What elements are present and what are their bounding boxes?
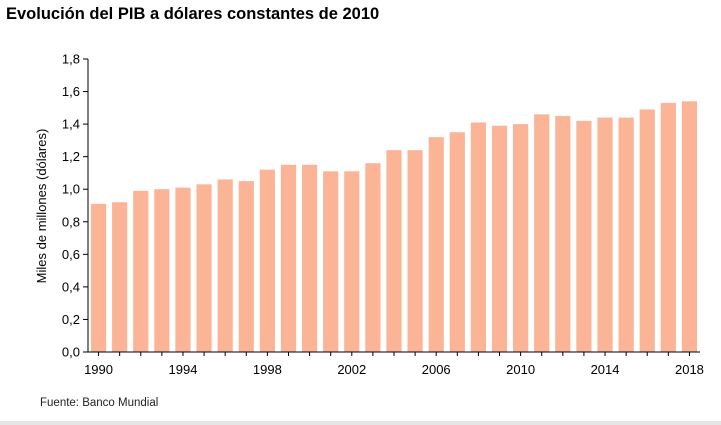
bar-2017 [660,102,676,352]
divider [0,421,721,425]
y-tick-label: 1,8 [62,52,80,67]
x-tick-label: 2014 [591,362,620,377]
y-tick-label: 0,6 [62,247,80,262]
bar-2002 [344,171,360,352]
bar-1990 [90,203,107,352]
y-tick-label: 0,0 [62,345,80,360]
x-axis: 1990 1994 1998 2002 2006 2010 2014 2018 [84,351,704,377]
bar-1996 [217,179,233,352]
bar-2010 [513,124,529,352]
y-tick-label: 1,4 [62,117,80,132]
bar-1993 [154,189,170,352]
bar-2014 [597,117,613,352]
bar-2018 [681,101,698,352]
bar-1992 [133,190,149,352]
y-axis-label: Miles de millones (dólares) [34,129,49,284]
bar-1999 [280,164,297,352]
bar-2005 [407,150,423,352]
bar-2006 [428,137,444,352]
bar-2004 [386,150,402,352]
bar-2013 [576,120,592,352]
bar-2000 [301,164,318,352]
y-tick-label: 0,4 [62,279,80,294]
bars-group [90,101,698,353]
bar-1997 [238,181,254,352]
bar-2007 [449,132,465,352]
x-tick-label: 2002 [337,362,366,377]
x-tick-label: 1994 [169,362,198,377]
bar-1998 [259,169,275,352]
bar-2012 [555,115,571,352]
bar-2015 [618,117,634,352]
x-tick-label: 1990 [84,362,113,377]
x-tick-label: 2006 [422,362,451,377]
bar-1994 [175,187,191,352]
x-tick-label: 1998 [253,362,282,377]
y-tick-label: 1,2 [62,149,80,164]
bar-1995 [196,184,212,352]
y-tick-label: 0,8 [62,214,80,229]
bar-2008 [470,122,487,352]
bar-2016 [639,109,655,353]
x-tick-label: 2018 [675,362,704,377]
x-tick-label: 2010 [506,362,535,377]
y-tick-label: 1,6 [62,84,80,99]
chart-title: Evolución del PIB a dólares constantes d… [6,5,380,23]
bar-2011 [534,114,550,352]
bar-2003 [365,163,381,352]
bar-2009 [491,125,508,353]
y-tick-label: 1,0 [62,182,80,197]
bar-1991 [112,202,128,352]
source-note: Fuente: Banco Mundial [40,397,159,409]
bar-2001 [323,171,339,352]
y-tick-label: 0,2 [62,312,80,327]
y-axis: 0,0 0,2 0,4 0,6 0,8 1,0 1,2 1,4 1,6 1,8 [62,52,89,360]
